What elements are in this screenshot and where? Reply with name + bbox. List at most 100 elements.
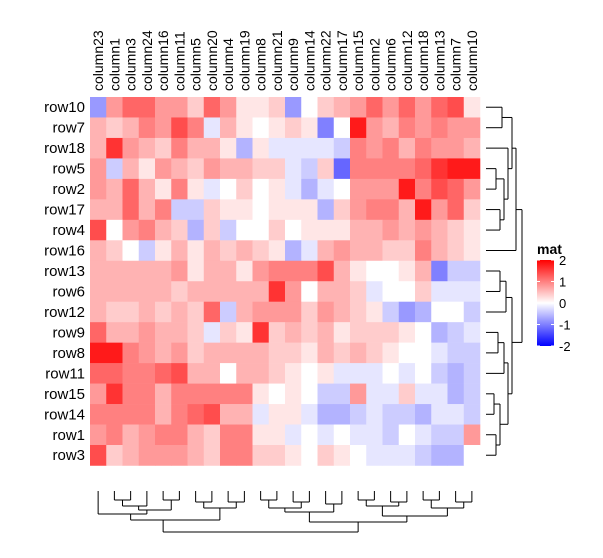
heatmap-cell	[463, 178, 481, 200]
heatmap-cell	[398, 137, 416, 159]
heatmap-cell	[447, 178, 465, 200]
column-label: column1	[106, 38, 122, 91]
heatmap-cell	[155, 404, 172, 425]
column-label: column6	[383, 38, 399, 91]
heatmap-cell	[285, 260, 302, 282]
heatmap-cell	[171, 240, 188, 262]
heatmap-cell	[301, 240, 318, 262]
heatmap-cell	[382, 158, 400, 180]
heatmap-cell	[90, 342, 107, 364]
heatmap-cell	[415, 97, 432, 118]
heatmap-cell	[285, 281, 302, 302]
heatmap-cell	[463, 97, 481, 118]
heatmap-cell	[301, 444, 318, 466]
heatmap-cell	[366, 424, 383, 446]
heatmap-cell	[155, 281, 172, 302]
heatmap-cell	[398, 342, 416, 364]
heatmap-cell	[187, 444, 205, 466]
heatmap-cell	[398, 424, 416, 446]
heatmap-cell	[350, 117, 367, 139]
heatmap-cell	[106, 178, 123, 200]
row-label: row6	[52, 283, 85, 300]
heatmap-cell	[122, 240, 140, 262]
heatmap-cell	[398, 363, 416, 384]
heatmap-cell	[268, 117, 286, 139]
heatmap-cell	[220, 260, 237, 282]
heatmap-cell	[122, 199, 140, 221]
heatmap-cell	[90, 137, 107, 159]
heatmap-cell	[447, 342, 465, 364]
heatmap-cell	[122, 404, 140, 425]
column-label: column2	[366, 38, 382, 91]
heatmap-cell	[415, 322, 432, 343]
heatmap-cell	[203, 424, 221, 446]
heatmap-cell	[252, 281, 270, 302]
heatmap-cell	[463, 137, 481, 159]
heatmap-cell	[220, 137, 237, 159]
heatmap-cell	[350, 363, 367, 384]
heatmap-cell	[333, 322, 351, 343]
heatmap-cell	[171, 219, 188, 241]
heatmap-cell	[463, 342, 481, 364]
heatmap-cell	[203, 97, 221, 118]
heatmap-cell	[122, 342, 140, 364]
heatmap-cell	[187, 97, 205, 118]
heatmap-cell	[268, 363, 286, 384]
row-label: row17	[44, 202, 85, 219]
heatmap-cell	[220, 158, 237, 180]
heatmap-cell	[317, 363, 335, 384]
heatmap-cell	[171, 342, 188, 364]
heatmap-cell	[301, 260, 318, 282]
heatmap-cell	[366, 444, 383, 466]
heatmap-cell	[155, 199, 172, 221]
row-label: row15	[44, 386, 85, 403]
heatmap-cell	[431, 178, 448, 200]
heatmap-cell	[463, 199, 481, 221]
heatmap-cell	[236, 424, 253, 446]
heatmap-cell	[90, 219, 107, 241]
heatmap-cell	[317, 240, 335, 262]
heatmap-cell	[431, 322, 448, 343]
heatmap-cell	[447, 424, 465, 446]
heatmap-cell	[431, 444, 448, 466]
heatmap-cell	[187, 404, 205, 425]
heatmap-cell	[155, 260, 172, 282]
heatmap-cell	[236, 97, 253, 118]
heatmap-cell	[138, 424, 156, 446]
heatmap-cell	[106, 199, 123, 221]
heatmap-cell	[285, 240, 302, 262]
heatmap-cell	[398, 301, 416, 323]
heatmap-cell	[333, 178, 351, 200]
heatmap-cell	[333, 342, 351, 364]
heatmap-cell	[382, 117, 400, 139]
heatmap-cell	[138, 301, 156, 323]
heatmap-cell	[203, 260, 221, 282]
heatmap-cell	[431, 219, 448, 241]
heatmap-cell	[431, 363, 448, 384]
heatmap-cell	[415, 178, 432, 200]
heatmap-cell	[220, 342, 237, 364]
heatmap-cell	[138, 117, 156, 139]
heatmap-cell	[285, 383, 302, 405]
heatmap-cell	[463, 117, 481, 139]
heatmap-cell	[431, 97, 448, 118]
heatmap-cell	[301, 158, 318, 180]
heatmap-cell	[236, 281, 253, 302]
row-labels: row10 row7 row18 row5 row2 row17 row4 row16 row1…	[44, 99, 85, 464]
heatmap-cell	[333, 424, 351, 446]
column-label: column14	[301, 30, 317, 91]
heatmap-cell	[155, 97, 172, 118]
heatmap-cell	[220, 404, 237, 425]
heatmap-cell	[106, 219, 123, 241]
heatmap-cell	[398, 383, 416, 405]
heatmap-cell	[447, 383, 465, 405]
row-label: row7	[52, 120, 85, 137]
heatmap-cell	[138, 219, 156, 241]
heatmap-cell	[122, 322, 140, 343]
heatmap-cell	[138, 322, 156, 343]
heatmap-cell	[252, 424, 270, 446]
heatmap-cell	[285, 301, 302, 323]
heatmap-cell	[382, 404, 400, 425]
heatmap-cell	[203, 404, 221, 425]
heatmap-cell	[350, 322, 367, 343]
